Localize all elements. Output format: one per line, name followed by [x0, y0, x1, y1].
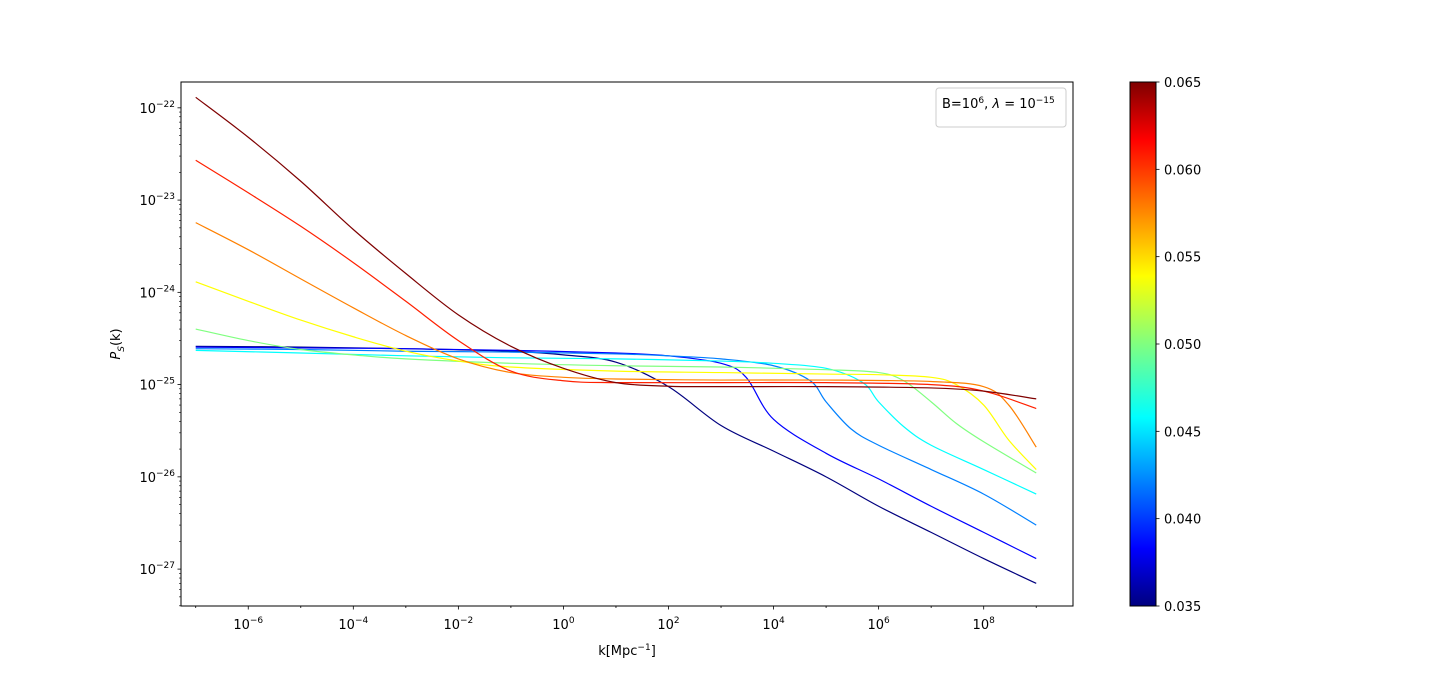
- y-tick-label: 10−25: [139, 377, 175, 394]
- plot-frame: [180, 81, 1074, 607]
- y-tick-label: 10−23: [139, 192, 175, 209]
- x-tick-label: 10−4: [338, 616, 368, 633]
- y-axis-label: PS(k): [109, 328, 127, 359]
- series-line-7: [195, 159, 1037, 410]
- series-line-4: [195, 328, 1037, 474]
- colorbar-gradient: [1129, 81, 1157, 607]
- colorbar-tick-label: 0.040: [1164, 513, 1201, 528]
- x-tick-label: 108: [973, 616, 996, 633]
- colorbar-tick-label: 0.045: [1164, 425, 1201, 440]
- plot-background: [181, 82, 1073, 606]
- colorbar-tick-label: 0.065: [1164, 76, 1201, 91]
- x-tick-label: 104: [762, 616, 785, 633]
- x-axis-label: k[Mpc−1]: [598, 643, 656, 659]
- x-axis: 10−6 10−4 10−2 100 102 104 106 108: [195, 606, 1037, 633]
- y-axis: 10−27 10−26 10−25 10−24 10−23 10−22: [139, 100, 181, 607]
- x-tick-label: 100: [552, 616, 575, 633]
- series-line-3: [195, 349, 1037, 495]
- x-tick-label: 10−2: [443, 616, 473, 633]
- series-line-6: [195, 222, 1037, 448]
- y-tick-label: 10−27: [139, 561, 175, 578]
- legend-box: [935, 87, 1067, 128]
- colorbar-tick-label: 0.055: [1164, 251, 1201, 266]
- colorbar-ticks: 0.035 0.040 0.045 0.050 0.055 0.060 0.065: [1156, 76, 1201, 615]
- colorbar: 0.035 0.040 0.045 0.050 0.055 0.060 0.065: [1129, 76, 1201, 615]
- legend: B=106, λ = 10−15: [935, 87, 1067, 128]
- y-tick-label: 10−26: [139, 469, 175, 486]
- x-tick-label: 106: [867, 616, 890, 633]
- y-tick-label: 10−24: [139, 284, 175, 301]
- colorbar-tick-label: 0.035: [1164, 600, 1201, 615]
- colorbar-tick-label: 0.060: [1164, 163, 1201, 178]
- x-tick-label: 10−6: [233, 616, 263, 633]
- series-layer: [195, 96, 1037, 584]
- series-line-8: [195, 96, 1037, 400]
- x-tick-label: 102: [657, 616, 679, 633]
- legend-text: B=106, λ = 10−15: [942, 96, 1055, 112]
- y-tick-label: 10−22: [139, 100, 175, 117]
- colorbar-tick-label: 0.050: [1164, 338, 1201, 353]
